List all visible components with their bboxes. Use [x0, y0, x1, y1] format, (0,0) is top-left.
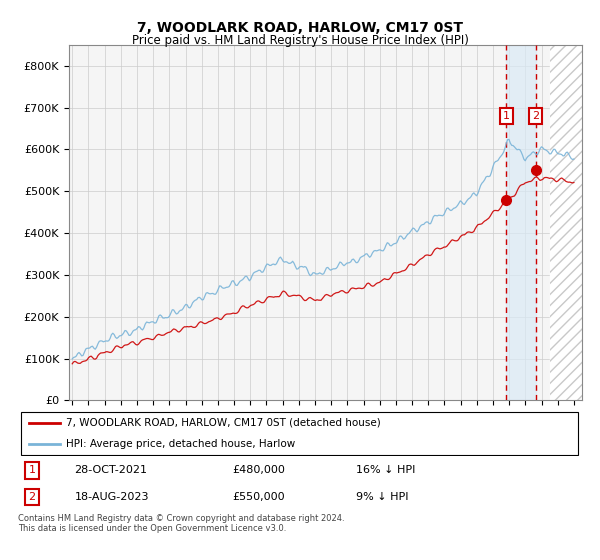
Text: 16% ↓ HPI: 16% ↓ HPI: [356, 465, 416, 475]
Text: HPI: Average price, detached house, Harlow: HPI: Average price, detached house, Harl…: [66, 439, 295, 449]
Text: Contains HM Land Registry data © Crown copyright and database right 2024.
This d: Contains HM Land Registry data © Crown c…: [18, 514, 344, 534]
Text: 7, WOODLARK ROAD, HARLOW, CM17 0ST (detached house): 7, WOODLARK ROAD, HARLOW, CM17 0ST (deta…: [66, 418, 380, 428]
Text: £480,000: £480,000: [232, 465, 285, 475]
Bar: [506, 45, 536, 400]
Text: 18-AUG-2023: 18-AUG-2023: [74, 492, 149, 502]
Text: 28-OCT-2021: 28-OCT-2021: [74, 465, 148, 475]
Text: 1: 1: [29, 465, 35, 475]
Bar: [550, 45, 582, 400]
FancyBboxPatch shape: [21, 412, 578, 455]
Text: £550,000: £550,000: [232, 492, 285, 502]
Text: 7, WOODLARK ROAD, HARLOW, CM17 0ST: 7, WOODLARK ROAD, HARLOW, CM17 0ST: [137, 21, 463, 35]
Text: 2: 2: [532, 111, 539, 121]
Bar: [550, 45, 582, 400]
Text: Price paid vs. HM Land Registry's House Price Index (HPI): Price paid vs. HM Land Registry's House …: [131, 34, 469, 46]
Text: 9% ↓ HPI: 9% ↓ HPI: [356, 492, 409, 502]
Text: 2: 2: [29, 492, 35, 502]
Text: 1: 1: [503, 111, 510, 121]
